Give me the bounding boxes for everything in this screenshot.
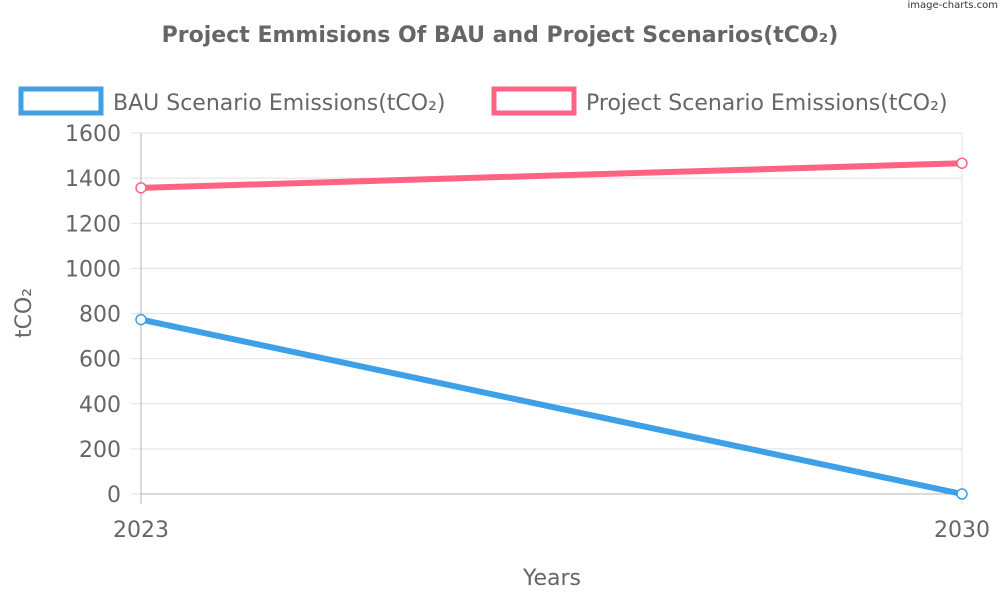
gridlines — [131, 132, 963, 504]
legend-swatch-bau — [18, 86, 104, 116]
legend-label-project: Project Scenario Emissions(tCO₂) — [586, 91, 948, 116]
y-tick-label: 200 — [79, 438, 121, 463]
y-tick-label: 600 — [79, 348, 121, 373]
y-tick-label: 800 — [79, 303, 121, 328]
y-axis-ticks: 0 200 400 600 800 1000 1200 1400 1600 — [65, 122, 121, 508]
y-tick-label: 1600 — [65, 122, 121, 147]
series-line-project — [138, 160, 965, 191]
x-axis-ticks: 2023 2030 — [113, 518, 990, 543]
legend: BAU Scenario Emissions(tCO₂) Project Sce… — [18, 86, 948, 116]
y-tick-label: 1400 — [65, 167, 121, 192]
legend-label-bau: BAU Scenario Emissions(tCO₂) — [113, 91, 446, 116]
data-point — [135, 313, 147, 326]
data-point — [956, 157, 968, 169]
series-lines — [135, 157, 968, 500]
y-tick-label: 1200 — [65, 212, 121, 237]
series-line-bau — [138, 316, 965, 497]
y-axis-title: tCO₂ — [12, 288, 37, 338]
x-tick-label: 2023 — [113, 518, 169, 543]
y-tick-label: 0 — [107, 483, 121, 508]
watermark: image-charts.com — [907, 0, 999, 11]
chart-title: Project Emmisions Of BAU and Project Sce… — [162, 23, 839, 48]
y-tick-label: 1000 — [65, 257, 121, 282]
y-tick-label: 400 — [79, 393, 121, 418]
legend-swatch-project — [491, 86, 577, 116]
data-point — [135, 182, 147, 194]
x-axis-title: Years — [522, 566, 581, 591]
x-tick-label: 2030 — [934, 518, 990, 543]
data-point — [956, 488, 968, 500]
